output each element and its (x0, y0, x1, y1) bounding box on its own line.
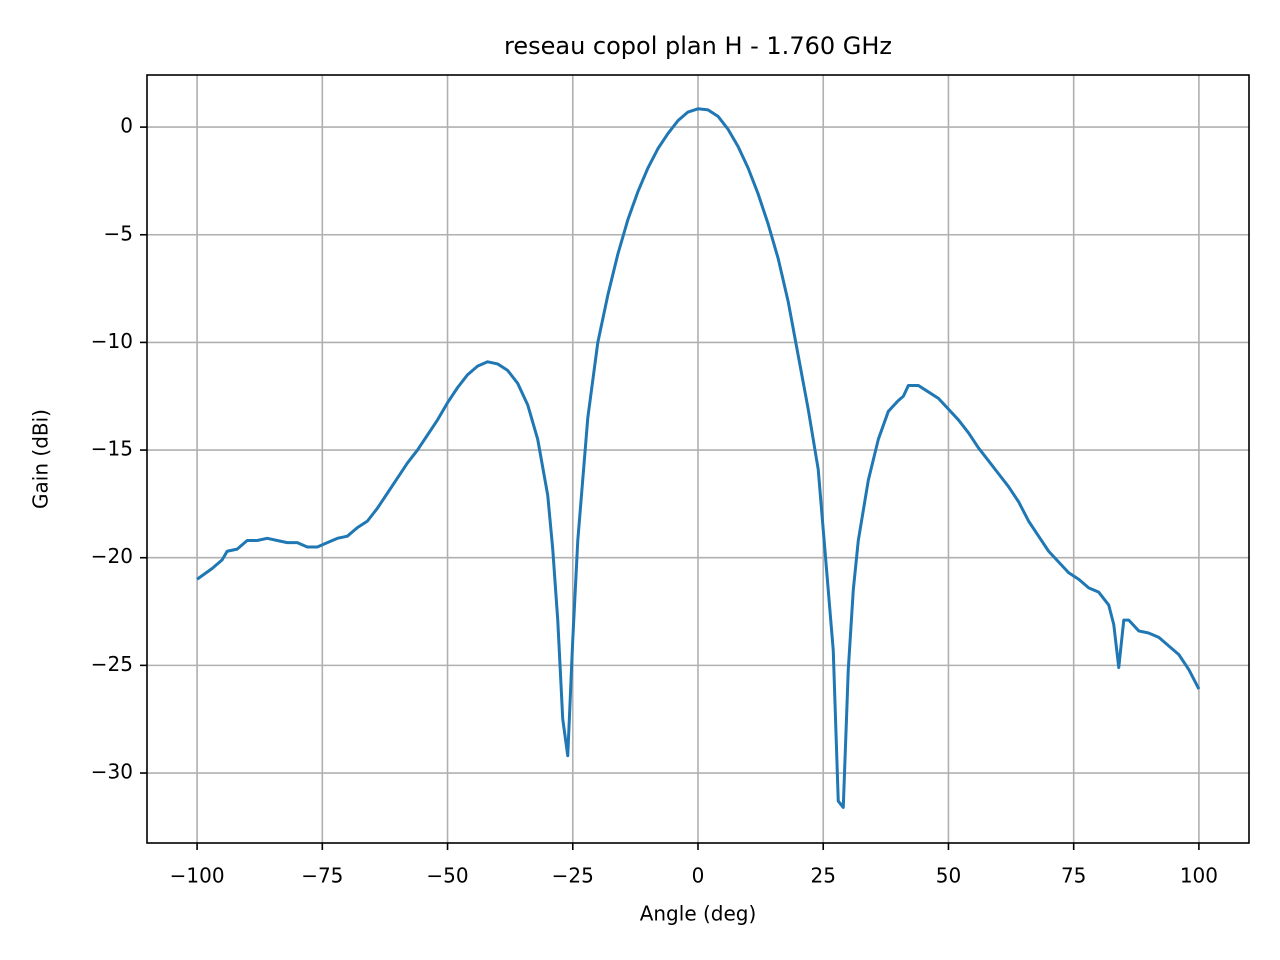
y-tick-label: 0 (120, 114, 133, 138)
y-axis-label: Gain (dBi) (29, 409, 53, 509)
x-tick-label: −25 (552, 864, 594, 888)
chart-title: reseau copol plan H - 1.760 GHz (504, 32, 892, 60)
x-tick-label: −50 (426, 864, 468, 888)
x-tick-label: −100 (170, 864, 225, 888)
y-tick-label: −15 (91, 437, 133, 461)
x-axis-label: Angle (deg) (640, 902, 757, 926)
y-tick-label: −30 (91, 760, 133, 784)
x-tick-label: 0 (692, 864, 705, 888)
y-tick-label: −20 (91, 544, 133, 568)
y-tick-label: −25 (91, 652, 133, 676)
y-tick-label: −10 (91, 329, 133, 353)
x-tick-label: 25 (811, 864, 836, 888)
grid (147, 75, 1249, 843)
ticks: −100 −75 −50 −25 0 25 50 75 100 0 −5 −10 −15 −20 −25 −3… (91, 114, 1218, 888)
x-tick-label: 100 (1180, 864, 1218, 888)
y-tick-label: −5 (104, 221, 133, 245)
data-line (196, 107, 1201, 809)
x-tick-label: −75 (301, 864, 343, 888)
x-tick-label: 75 (1061, 864, 1086, 888)
x-tick-label: 50 (936, 864, 961, 888)
plot (196, 107, 1201, 809)
